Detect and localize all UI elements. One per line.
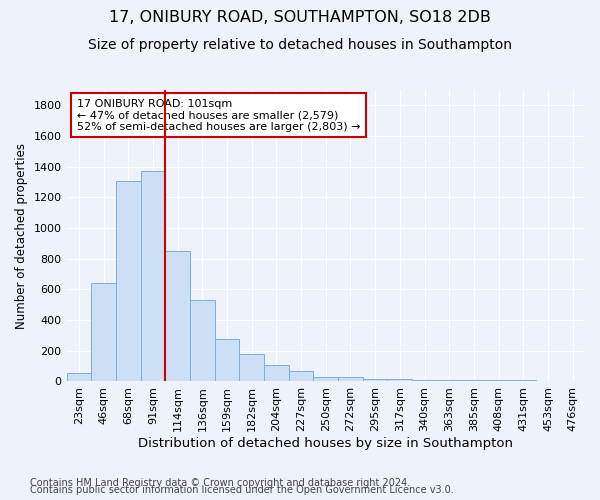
Bar (215, 340, 239, 382)
Bar (437, 380, 461, 382)
Bar (67, 373, 91, 382)
Bar (313, 377, 338, 382)
Bar (91, 282, 116, 382)
X-axis label: Distribution of detached houses by size in Southampton: Distribution of detached houses by size … (138, 437, 513, 450)
Bar (116, 180, 140, 382)
Bar (536, 380, 560, 382)
Bar (239, 354, 264, 382)
Bar (560, 380, 585, 382)
Bar (289, 371, 313, 382)
Bar (511, 380, 536, 382)
Bar (461, 380, 486, 382)
Text: Contains HM Land Registry data © Crown copyright and database right 2024.: Contains HM Land Registry data © Crown c… (30, 478, 410, 488)
Bar (190, 300, 215, 382)
Bar (388, 379, 412, 382)
Bar (486, 380, 511, 382)
Text: Contains public sector information licensed under the Open Government Licence v3: Contains public sector information licen… (30, 485, 454, 495)
Bar (363, 378, 388, 382)
Y-axis label: Number of detached properties: Number of detached properties (15, 142, 28, 328)
Text: 17, ONIBURY ROAD, SOUTHAMPTON, SO18 2DB: 17, ONIBURY ROAD, SOUTHAMPTON, SO18 2DB (109, 10, 491, 25)
Text: 17 ONIBURY ROAD: 101sqm
← 47% of detached houses are smaller (2,579)
52% of semi: 17 ONIBURY ROAD: 101sqm ← 47% of detache… (77, 98, 361, 132)
Bar (338, 377, 363, 382)
Bar (264, 366, 289, 382)
Bar (140, 170, 165, 382)
Bar (165, 251, 190, 382)
Bar (412, 380, 437, 382)
Text: Size of property relative to detached houses in Southampton: Size of property relative to detached ho… (88, 38, 512, 52)
